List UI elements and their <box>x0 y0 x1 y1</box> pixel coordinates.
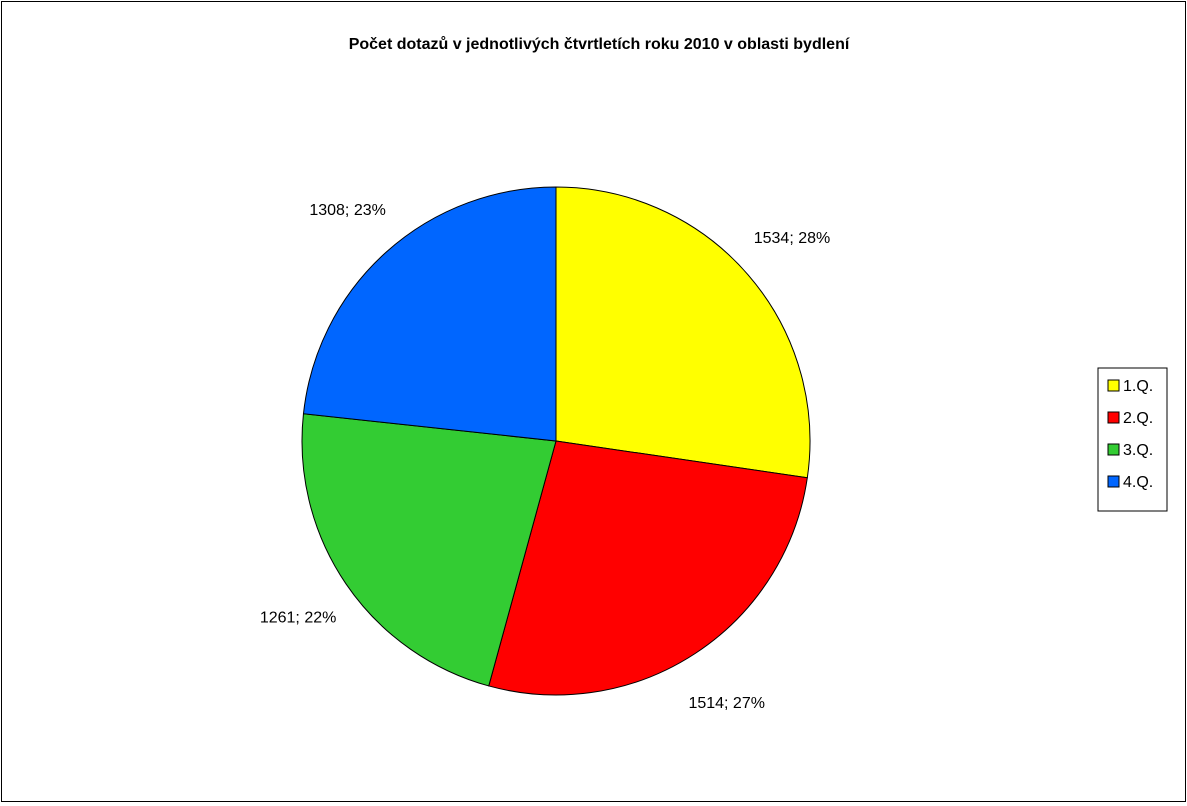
legend: 1.Q. 2.Q. 3.Q. 4.Q. <box>1097 367 1168 512</box>
legend-label-1: 1.Q. <box>1123 378 1153 395</box>
pie-slice-3 <box>301 413 557 687</box>
pie-data-label-3: 1261; 22% <box>260 610 337 627</box>
legend-label-4: 4.Q. <box>1123 474 1153 491</box>
pie-slice-2 <box>488 440 808 696</box>
pie-data-label-2: 1514; 27% <box>688 695 765 712</box>
pie-data-label-4: 1308; 23% <box>309 202 386 219</box>
pie-data-labels: 1534; 28% 1514; 27% 1261; 22% 1308; 23% <box>260 202 830 712</box>
pie-slice-1 <box>555 186 811 479</box>
legend-swatch-2 <box>1107 411 1120 424</box>
pie-data-label-1: 1534; 28% <box>754 230 831 247</box>
legend-label-2: 2.Q. <box>1123 410 1153 427</box>
chart-title: Počet dotazů v jednotlivých čtvrtletích … <box>349 36 850 53</box>
legend-swatch-1 <box>1107 379 1120 392</box>
pie-slices <box>301 186 811 696</box>
legend-swatch-4 <box>1107 475 1120 488</box>
legend-label-3: 3.Q. <box>1123 442 1153 459</box>
pie-slice-4 <box>302 186 557 442</box>
legend-swatch-3 <box>1107 443 1120 456</box>
